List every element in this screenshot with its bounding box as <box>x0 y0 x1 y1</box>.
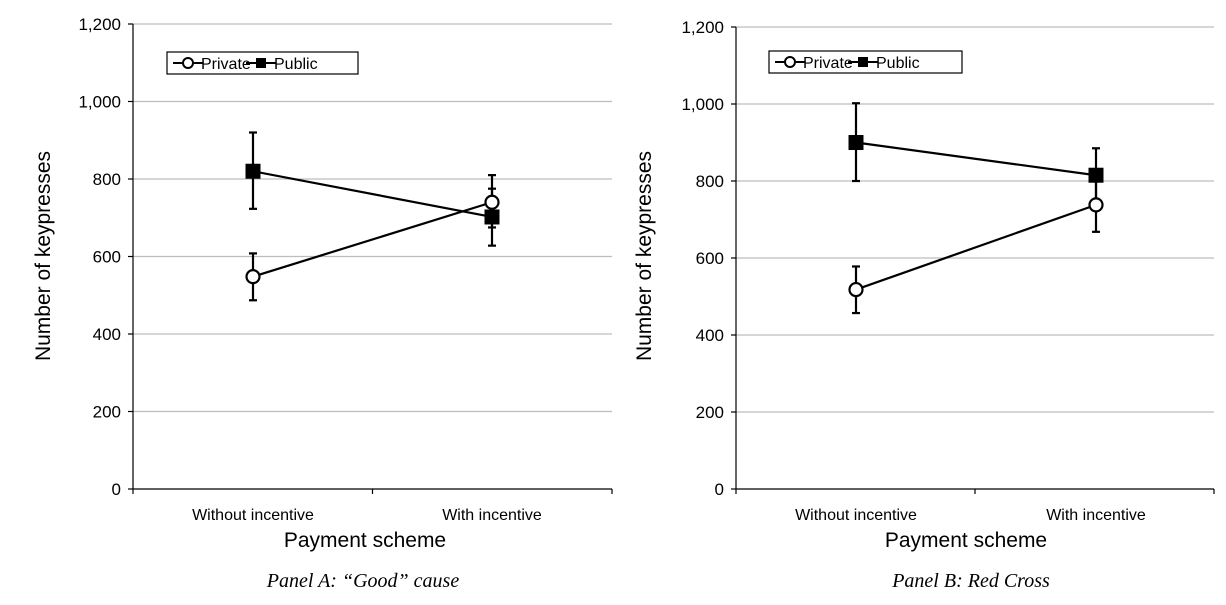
data-point-private <box>848 281 864 298</box>
y-tick-label: 1,000 <box>681 95 724 114</box>
y-tick-label: 1,200 <box>681 18 724 37</box>
y-tick-label: 1,000 <box>78 93 121 112</box>
y-tick-label: 800 <box>696 172 724 191</box>
series-line-public <box>252 170 493 219</box>
x-category-label: With incentive <box>1046 507 1146 524</box>
x-axis-title: Payment scheme <box>885 529 1047 552</box>
legend-label-public: Public <box>274 56 318 73</box>
data-point-public <box>1088 167 1104 183</box>
panel-b-chart: 0 200 400 600 800 1,000 1,200 Without incentive… <box>633 18 1215 592</box>
y-tick-label: 200 <box>696 403 724 422</box>
data-point-private <box>484 194 500 210</box>
series-line-public <box>855 141 1097 177</box>
data-point-public <box>848 135 864 150</box>
x-axis-title: Payment scheme <box>284 529 446 552</box>
y-tick-label: 400 <box>93 325 121 344</box>
y-tick-label: 600 <box>696 249 724 268</box>
x-category-label: Without incentive <box>795 507 917 524</box>
y-tick-label: 0 <box>112 480 121 499</box>
y-axis-title: Number of keypresses <box>633 151 656 361</box>
legend-marker-private <box>784 56 796 68</box>
y-axis-title: Number of keypresses <box>32 151 55 361</box>
y-tick-label: 0 <box>715 480 724 499</box>
y-tick-label: 400 <box>696 326 724 345</box>
x-category-label: With incentive <box>442 507 542 524</box>
data-point-private <box>245 269 261 285</box>
y-tick-label: 800 <box>93 170 121 189</box>
panel-caption: Panel B: Red Cross <box>891 570 1050 592</box>
series-line-private <box>855 203 1097 291</box>
legend-label-private: Private <box>201 56 251 73</box>
legend-marker-private <box>182 57 194 69</box>
data-point-private <box>1088 197 1104 213</box>
y-tick-label: 200 <box>93 403 121 422</box>
panel-caption: Panel A: “Good” cause <box>266 570 460 592</box>
data-point-public <box>245 163 261 179</box>
legend-label-public: Public <box>876 55 920 72</box>
data-point-public <box>484 209 500 225</box>
y-tick-label: 1,200 <box>78 15 121 34</box>
panel-a-chart: 0 200 400 600 800 1,000 1,200 Without incentive… <box>32 15 613 592</box>
legend-marker-public <box>256 58 266 68</box>
legend-marker-public <box>858 57 868 67</box>
y-tick-label: 600 <box>93 248 121 267</box>
legend-label-private: Private <box>803 55 853 72</box>
x-category-label: Without incentive <box>192 507 314 524</box>
series-line-private <box>252 201 493 278</box>
